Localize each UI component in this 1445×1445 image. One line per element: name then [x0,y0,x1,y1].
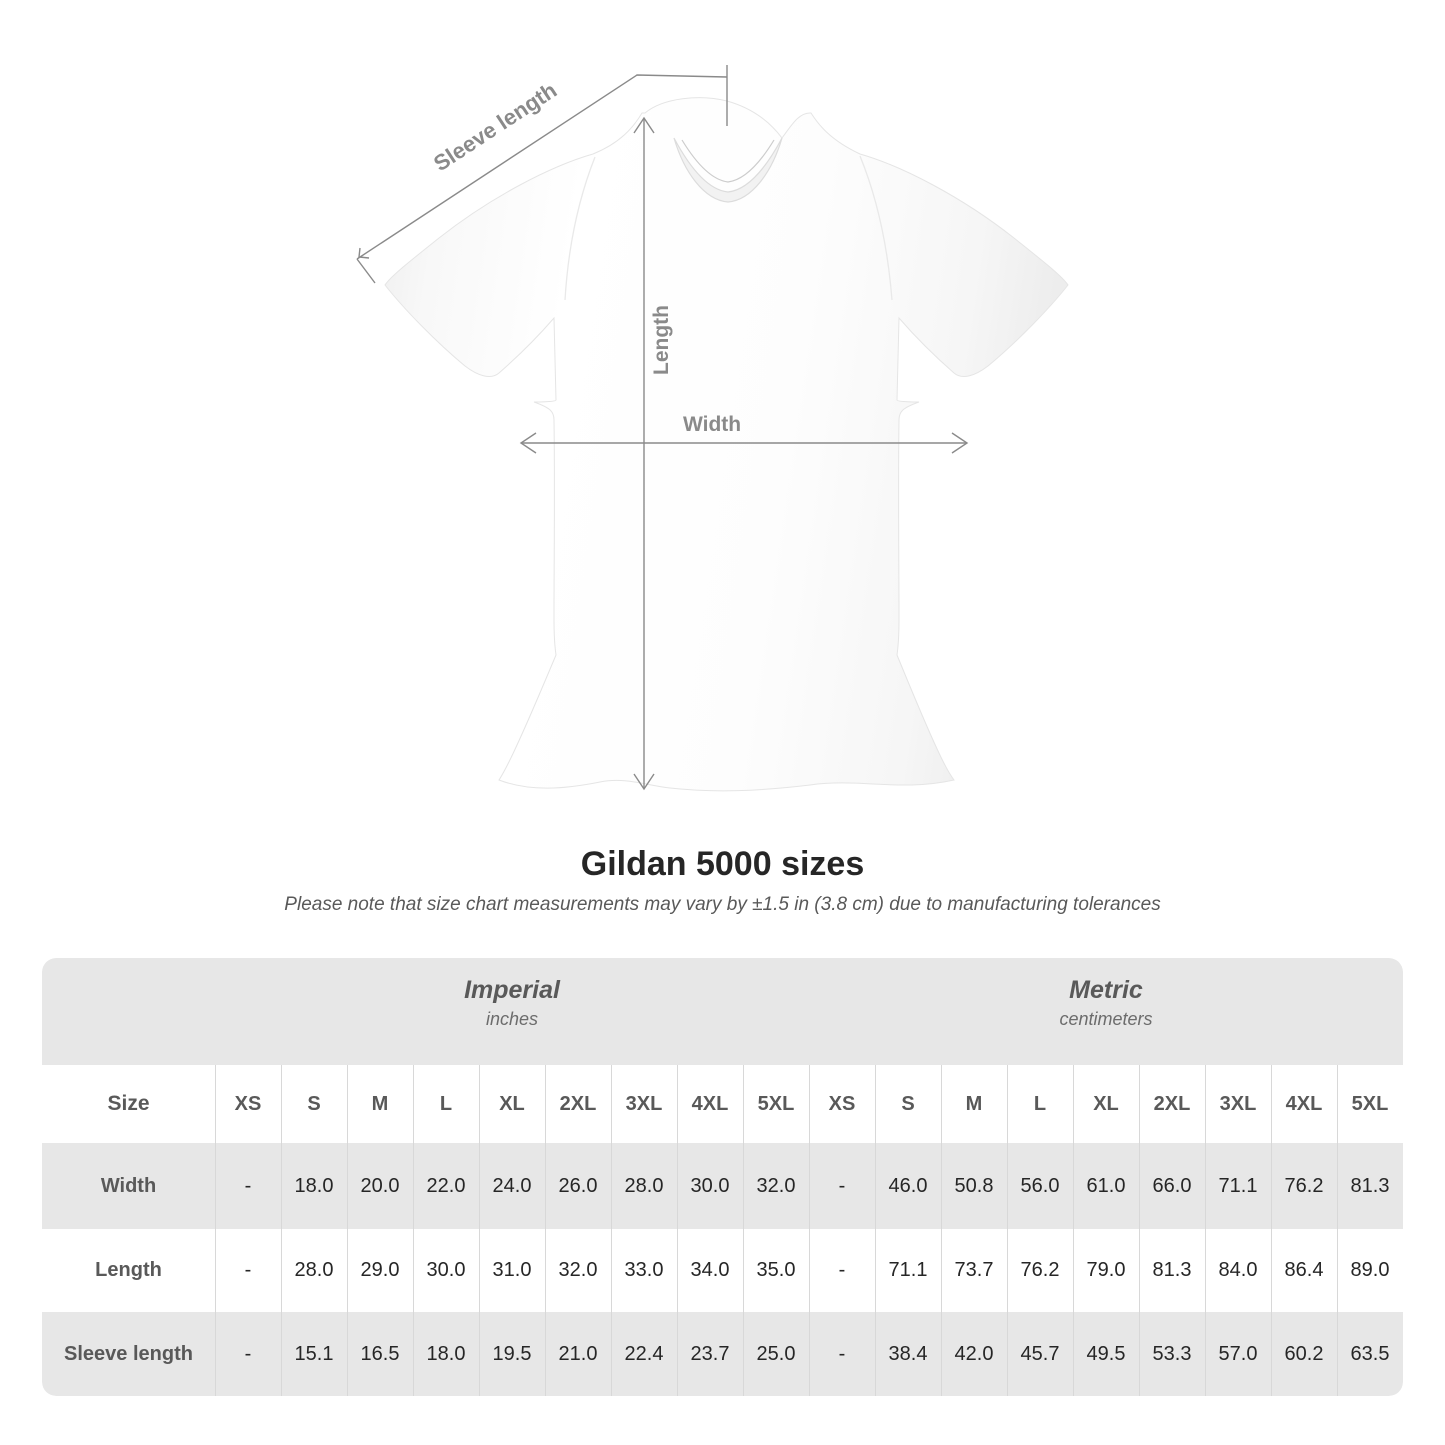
svg-text:Width: Width [683,413,741,436]
svg-text:Length: Length [650,305,673,375]
svg-text:Sleeve length: Sleeve length [429,77,561,176]
